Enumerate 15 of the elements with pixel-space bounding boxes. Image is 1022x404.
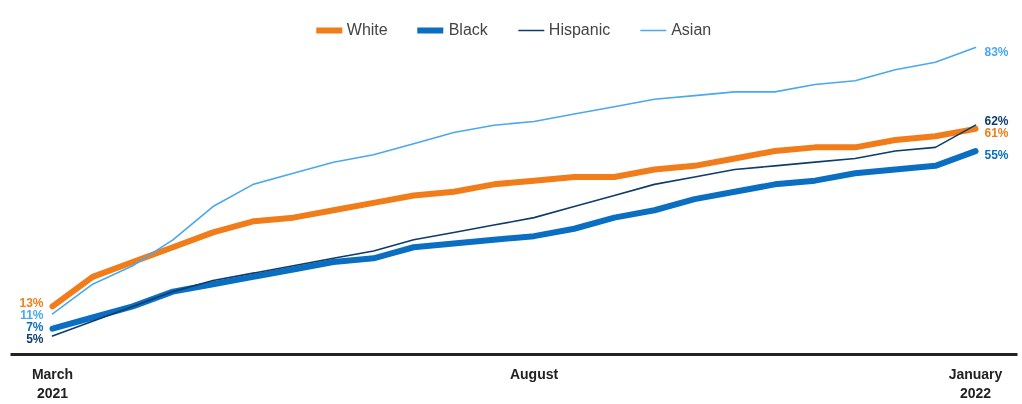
legend-label: Black bbox=[448, 21, 488, 39]
data-label: 13% bbox=[19, 296, 44, 311]
data-label: 11% bbox=[20, 308, 44, 323]
data-label: 7% bbox=[26, 320, 44, 335]
x-tick-label: January 2022 bbox=[948, 365, 1003, 401]
legend-label: Hispanic bbox=[548, 21, 611, 39]
legend-label: Asian bbox=[671, 21, 712, 39]
data-label: 5% bbox=[26, 332, 44, 347]
legend-label: White bbox=[346, 21, 388, 39]
x-tick-label: August bbox=[509, 365, 559, 382]
data-label: 83% bbox=[984, 44, 1009, 59]
data-label: 62% bbox=[984, 114, 1009, 129]
x-tick-label: March 2021 bbox=[31, 365, 74, 401]
data-label: 55% bbox=[984, 148, 1009, 163]
data-label: 61% bbox=[984, 126, 1009, 141]
